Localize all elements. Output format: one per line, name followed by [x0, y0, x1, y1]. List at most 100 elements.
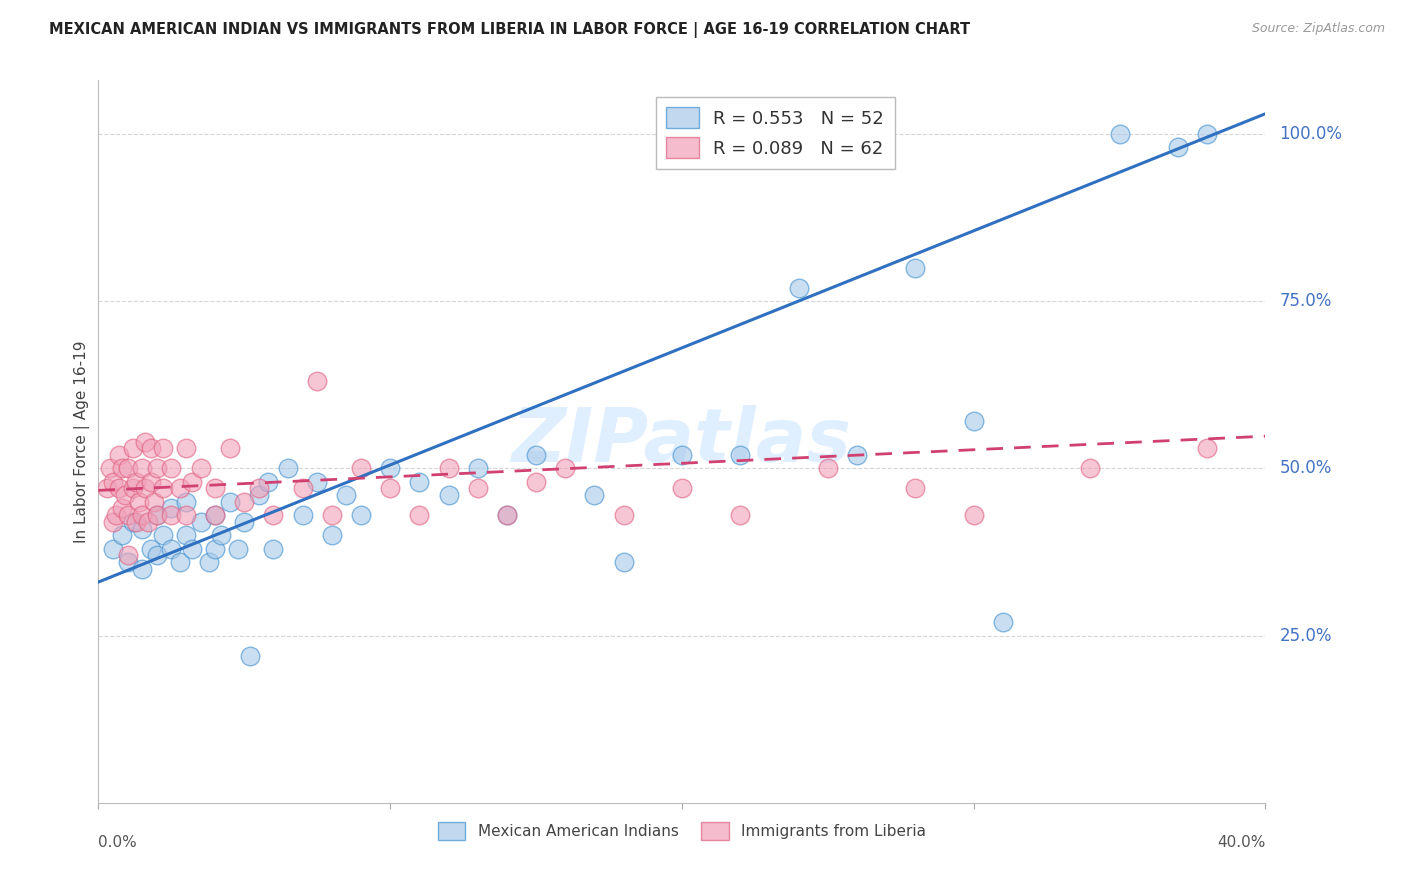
Point — [160, 508, 183, 523]
Point — [554, 461, 576, 475]
Point — [496, 508, 519, 523]
Point — [730, 448, 752, 462]
Point — [437, 488, 460, 502]
Point — [139, 442, 162, 455]
Text: ZIPatlas: ZIPatlas — [512, 405, 852, 478]
Text: 100.0%: 100.0% — [1279, 125, 1343, 143]
Point — [190, 461, 212, 475]
Point — [180, 541, 202, 556]
Point — [962, 414, 984, 429]
Text: 0.0%: 0.0% — [98, 835, 138, 850]
Point — [307, 375, 329, 389]
Point — [846, 448, 869, 462]
Point — [437, 461, 460, 475]
Point — [139, 475, 162, 489]
Point — [174, 494, 197, 508]
Point — [321, 508, 343, 523]
Point — [101, 515, 124, 529]
Point — [114, 488, 136, 502]
Text: 25.0%: 25.0% — [1279, 626, 1331, 645]
Point — [146, 508, 169, 523]
Point — [104, 508, 127, 523]
Point — [174, 442, 197, 455]
Point — [111, 528, 134, 542]
Point — [139, 541, 162, 556]
Point — [247, 488, 270, 502]
Point — [160, 461, 183, 475]
Point — [209, 528, 232, 542]
Point — [204, 482, 226, 496]
Point — [204, 508, 226, 523]
Point — [174, 528, 197, 542]
Point — [291, 482, 314, 496]
Point — [228, 541, 250, 556]
Point — [146, 548, 169, 563]
Point — [408, 475, 430, 489]
Point — [101, 475, 124, 489]
Point — [1195, 127, 1218, 141]
Point — [671, 482, 693, 496]
Point — [380, 461, 402, 475]
Point — [134, 434, 156, 449]
Point — [524, 475, 547, 489]
Point — [174, 508, 197, 523]
Point — [122, 482, 145, 496]
Point — [125, 515, 148, 529]
Point — [817, 461, 839, 475]
Point — [671, 448, 693, 462]
Point — [180, 475, 202, 489]
Point — [131, 521, 153, 535]
Point — [160, 541, 183, 556]
Point — [787, 281, 810, 295]
Point — [218, 494, 240, 508]
Text: Source: ZipAtlas.com: Source: ZipAtlas.com — [1251, 22, 1385, 36]
Point — [111, 461, 134, 475]
Text: 40.0%: 40.0% — [1218, 835, 1265, 850]
Point — [125, 475, 148, 489]
Point — [335, 488, 357, 502]
Point — [152, 482, 174, 496]
Point — [1108, 127, 1130, 141]
Point — [131, 508, 153, 523]
Point — [169, 482, 191, 496]
Point — [277, 461, 299, 475]
Point — [524, 448, 547, 462]
Point — [169, 555, 191, 569]
Point — [583, 488, 606, 502]
Point — [128, 494, 150, 508]
Point — [122, 515, 145, 529]
Point — [233, 515, 256, 529]
Point — [1080, 461, 1102, 475]
Point — [108, 482, 131, 496]
Point — [111, 501, 134, 516]
Point — [198, 555, 221, 569]
Point — [321, 528, 343, 542]
Point — [612, 555, 634, 569]
Point — [1167, 140, 1189, 154]
Point — [98, 461, 121, 475]
Point — [96, 482, 118, 496]
Text: MEXICAN AMERICAN INDIAN VS IMMIGRANTS FROM LIBERIA IN LABOR FORCE | AGE 16-19 CO: MEXICAN AMERICAN INDIAN VS IMMIGRANTS FR… — [49, 22, 970, 38]
Point — [247, 482, 270, 496]
Point — [152, 442, 174, 455]
Point — [262, 541, 284, 556]
Text: 75.0%: 75.0% — [1279, 292, 1331, 310]
Point — [160, 501, 183, 516]
Point — [117, 461, 139, 475]
Point — [190, 515, 212, 529]
Point — [904, 260, 927, 275]
Point — [233, 494, 256, 508]
Point — [136, 515, 159, 529]
Point — [730, 508, 752, 523]
Point — [291, 508, 314, 523]
Point — [380, 482, 402, 496]
Point — [904, 482, 927, 496]
Point — [350, 508, 373, 523]
Point — [350, 461, 373, 475]
Point — [131, 461, 153, 475]
Point — [108, 448, 131, 462]
Point — [204, 508, 226, 523]
Point — [991, 615, 1014, 630]
Y-axis label: In Labor Force | Age 16-19: In Labor Force | Age 16-19 — [75, 340, 90, 543]
Point — [117, 555, 139, 569]
